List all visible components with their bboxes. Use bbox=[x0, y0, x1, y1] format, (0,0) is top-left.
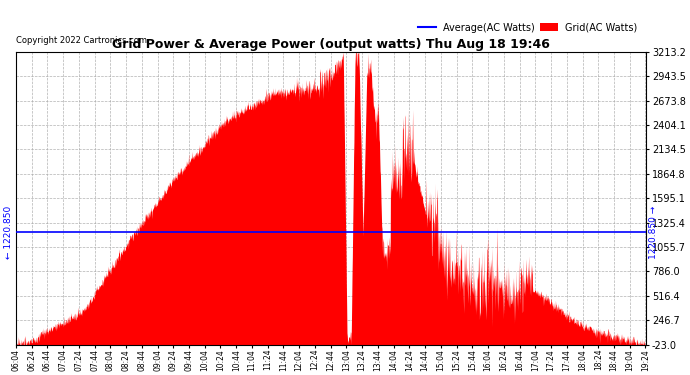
Text: ← 1220.850: ← 1220.850 bbox=[3, 206, 12, 259]
Text: 1220.850 →: 1220.850 → bbox=[649, 206, 658, 259]
Text: Copyright 2022 Cartronics.com: Copyright 2022 Cartronics.com bbox=[16, 36, 147, 45]
Legend: Average(AC Watts), Grid(AC Watts): Average(AC Watts), Grid(AC Watts) bbox=[414, 19, 642, 36]
Title: Grid Power & Average Power (output watts) Thu Aug 18 19:46: Grid Power & Average Power (output watts… bbox=[112, 38, 550, 51]
